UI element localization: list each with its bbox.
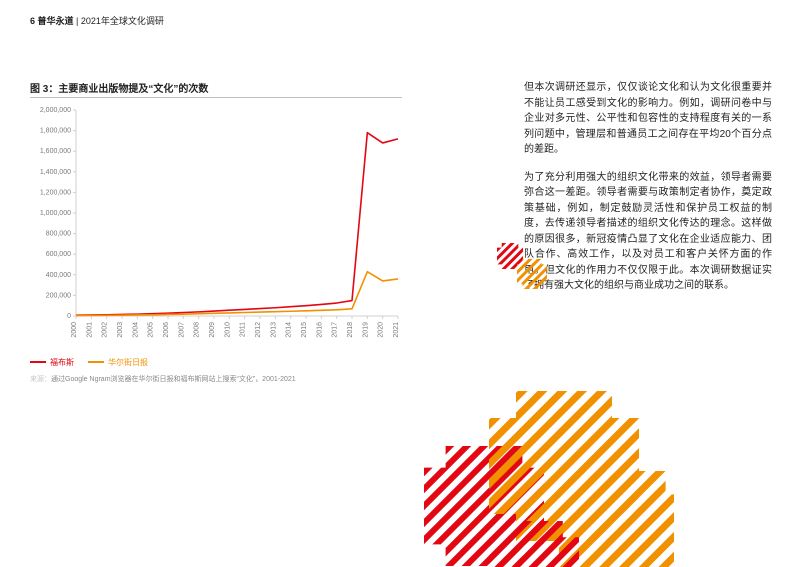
chart-rule: [30, 97, 402, 98]
decor-small-plus-cluster: [492, 236, 552, 296]
svg-text:1,200,000: 1,200,000: [40, 189, 71, 196]
report-title: 2021年全球文化调研: [81, 16, 164, 26]
svg-text:2004: 2004: [132, 322, 139, 338]
chart-block: 图 3：主要商业出版物提及“文化”的次数 0 200,000 400,000 600,…: [30, 80, 402, 384]
legend-item: 福布斯: [30, 357, 74, 368]
chart-source: 来源：通过Google Ngram浏览器在华尔街日报和福布斯网站上搜索“文化”，…: [30, 374, 402, 384]
svg-text:2017: 2017: [332, 322, 339, 338]
svg-text:0: 0: [67, 313, 71, 320]
chart-legend: 福布斯 华尔街日报: [30, 356, 402, 368]
svg-text:2003: 2003: [117, 322, 124, 338]
page: 6 普华永道 | 2021年全球文化调研 图 3：主要商业出版物提及“文化”的次…: [0, 0, 802, 567]
svg-text:2009: 2009: [209, 322, 216, 338]
svg-text:1,800,000: 1,800,000: [40, 128, 71, 135]
svg-text:200,000: 200,000: [46, 292, 71, 299]
paragraph-2: 为了充分利用强大的组织文化带来的效益，领导者需要弥合这一差距。领导者需要与政策制…: [524, 170, 772, 294]
svg-text:1,400,000: 1,400,000: [40, 169, 71, 176]
legend-swatch: [88, 361, 104, 363]
svg-text:2012: 2012: [255, 322, 262, 338]
header-divider: |: [74, 16, 81, 26]
svg-text:2008: 2008: [194, 322, 201, 338]
page-number: 6: [30, 16, 35, 26]
svg-text:2011: 2011: [240, 322, 247, 337]
legend-item: 华尔街日报: [88, 357, 148, 368]
svg-text:2013: 2013: [270, 322, 277, 338]
svg-text:2007: 2007: [178, 322, 185, 338]
svg-text:2018: 2018: [347, 322, 354, 338]
body-text: 但本次调研还显示，仅仅谈论文化和认为文化很重要并不能让员工感受到文化的影响力。例…: [524, 80, 772, 306]
svg-text:2000: 2000: [71, 322, 78, 338]
legend-swatch: [30, 361, 46, 363]
svg-text:1,600,000: 1,600,000: [40, 148, 71, 155]
source-text: 通过Google Ngram浏览器在华尔街日报和福布斯网站上搜索“文化”，200…: [51, 376, 296, 383]
decor-large-plus-cluster: [414, 376, 674, 567]
chart-title: 图 3：主要商业出版物提及“文化”的次数: [30, 80, 402, 95]
paragraph-1: 但本次调研还显示，仅仅谈论文化和认为文化很重要并不能让员工感受到文化的影响力。例…: [524, 80, 772, 158]
svg-text:2005: 2005: [148, 322, 155, 338]
svg-text:2015: 2015: [301, 322, 308, 338]
svg-text:600,000: 600,000: [46, 251, 71, 258]
svg-text:2010: 2010: [224, 322, 231, 338]
svg-text:2014: 2014: [286, 322, 293, 338]
svg-text:1,000,000: 1,000,000: [40, 210, 71, 217]
legend-label: 华尔街日报: [108, 357, 148, 368]
chart-svg: 0 200,000 400,000 600,000 800,000 1,000,000 1,…: [30, 104, 402, 352]
svg-text:2016: 2016: [316, 322, 323, 338]
svg-text:2006: 2006: [163, 322, 170, 338]
svg-text:800,000: 800,000: [46, 231, 71, 238]
svg-text:2019: 2019: [362, 322, 369, 338]
source-label: 来源：: [30, 376, 51, 383]
svg-text:2001: 2001: [86, 322, 93, 338]
brand-name: 普华永道: [38, 16, 74, 26]
svg-text:2020: 2020: [378, 322, 385, 338]
svg-text:2021: 2021: [393, 322, 400, 338]
svg-text:400,000: 400,000: [46, 272, 71, 279]
line-chart: 0 200,000 400,000 600,000 800,000 1,000,000 1,…: [30, 104, 402, 352]
svg-text:2002: 2002: [102, 322, 109, 338]
svg-text:2,000,000: 2,000,000: [40, 107, 71, 114]
legend-label: 福布斯: [50, 357, 74, 368]
page-header: 6 普华永道 | 2021年全球文化调研: [30, 14, 164, 27]
